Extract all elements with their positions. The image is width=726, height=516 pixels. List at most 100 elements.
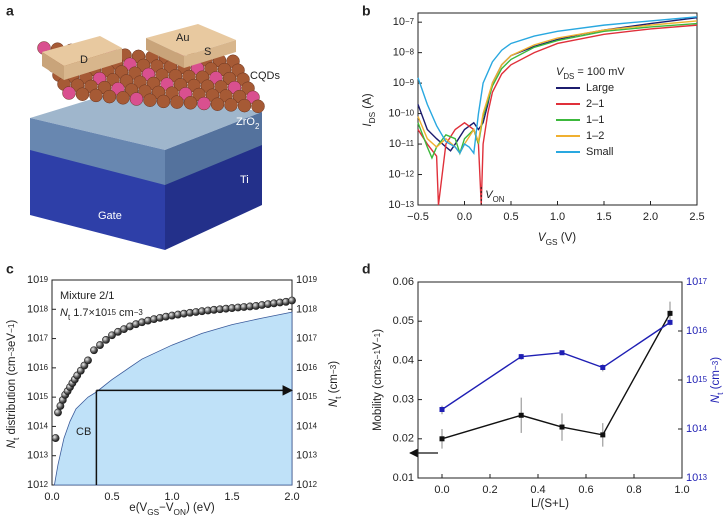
label-part: GS — [147, 508, 159, 516]
label-part: ZrO — [236, 116, 255, 128]
label-part: e(V — [129, 502, 147, 514]
tick-label: 1.0 — [164, 491, 179, 503]
label-part: 10 — [389, 138, 401, 150]
area-label: CB — [76, 426, 91, 438]
label-part: N — [6, 439, 18, 448]
tick-label: 10−8 — [393, 47, 415, 59]
label-part: 10 — [27, 332, 39, 344]
label-part: 15 — [107, 308, 116, 317]
marker — [439, 407, 445, 413]
quantum-dot — [197, 96, 211, 111]
label-part: t — [334, 396, 343, 399]
label-part: −3 — [711, 360, 720, 370]
label-part: (cm — [710, 370, 722, 392]
label-part: 16 — [698, 326, 707, 335]
label-part: 10 — [296, 303, 308, 315]
label-part: N — [60, 307, 68, 319]
label-part: distribution (cm — [6, 357, 18, 438]
label-part: 16 — [308, 363, 317, 372]
label-part: −3 — [134, 308, 144, 317]
label-part: 17 — [698, 277, 707, 286]
tick-label: 1019 — [296, 274, 318, 286]
label-part: ) — [6, 320, 18, 324]
tick-label: 0.0 — [44, 491, 59, 503]
marker — [667, 310, 673, 316]
tick-label: 0.4 — [530, 484, 545, 496]
label-part: eV — [6, 333, 18, 347]
tick-label: 1012 — [27, 479, 48, 491]
device-label: Ti — [240, 174, 249, 186]
tick-label: 10−13 — [388, 199, 414, 211]
tick-label: 1.0 — [674, 484, 689, 496]
tick-label: 10−10 — [388, 107, 414, 119]
point — [90, 346, 98, 355]
label-part: 14 — [39, 422, 48, 431]
tick-label: 0.04 — [393, 354, 414, 366]
label-part: 13 — [698, 473, 707, 482]
label-part: 10 — [686, 374, 698, 386]
label-part: 10 — [296, 274, 308, 286]
label-part: Mobility (cm — [372, 370, 384, 431]
label-part: 10 — [393, 77, 405, 89]
marker — [439, 436, 445, 442]
label-part: ON — [493, 195, 505, 204]
marker — [600, 364, 606, 370]
y-axis-label: Mobility (cm2s−1V−1) — [372, 329, 384, 431]
tick-label: 2.0 — [643, 211, 658, 223]
label-part: 17 — [308, 334, 317, 343]
tick-label: 10−11 — [389, 138, 415, 150]
device-label: D — [80, 54, 88, 66]
label-part: 13 — [39, 451, 48, 460]
label-part: −1 — [373, 332, 382, 342]
label-part: 10 — [296, 332, 308, 344]
tick-label: 1013 — [27, 450, 49, 462]
tick-label: 0.03 — [393, 394, 414, 406]
marker — [600, 432, 606, 438]
tick-label: 0.5 — [104, 491, 119, 503]
label-part: 12 — [39, 480, 48, 489]
quantum-dot — [170, 95, 184, 109]
quantum-dot — [62, 86, 76, 100]
x-axis-label: L/(S+L) — [531, 498, 569, 510]
label-part: (A) — [362, 93, 374, 112]
y2-axis-label: Nt (cm−3) — [328, 361, 343, 407]
label-part: −V — [159, 502, 174, 514]
label-part: t — [68, 313, 71, 322]
legend-label: Small — [586, 146, 614, 158]
annotation: Mixture 2/1 — [60, 290, 114, 302]
point — [51, 434, 60, 442]
label-part: −8 — [405, 48, 415, 57]
label-part: 10 — [27, 274, 39, 286]
label-part: 15 — [308, 392, 317, 401]
plot-frame — [417, 281, 683, 479]
quantum-dot — [116, 91, 130, 105]
electrode-front — [64, 48, 122, 80]
tick-label: 1015 — [27, 391, 49, 403]
label-part: −9 — [405, 78, 415, 87]
label-part: 10 — [27, 420, 39, 432]
label-part: V — [538, 232, 547, 244]
tick-label: 1017 — [686, 276, 707, 288]
point — [84, 356, 92, 365]
label-part: 10 — [27, 303, 39, 315]
label-part: −3 — [7, 347, 16, 357]
device-label: ZrO2 — [236, 116, 259, 131]
quantum-dot — [143, 93, 157, 107]
tick-label: 1017 — [296, 332, 317, 344]
tick-label: 1018 — [296, 303, 318, 315]
tick-label: 1015 — [686, 374, 708, 386]
label-part: = 100 mV — [574, 66, 625, 78]
tick-label: −0.5 — [407, 211, 429, 223]
tick-label: 1017 — [27, 332, 48, 344]
label-part: 16 — [39, 363, 48, 372]
label-part: 15 — [39, 392, 48, 401]
label-part: 14 — [698, 424, 707, 433]
quantum-dot — [251, 99, 265, 114]
series-line — [417, 24, 698, 206]
label-part: ) (eV) — [186, 502, 215, 514]
tick-label: 10−12 — [388, 168, 414, 180]
label-part: 18 — [39, 304, 48, 313]
label-part: −3 — [329, 364, 338, 374]
label-part: −1 — [7, 323, 16, 333]
tick-label: 1.5 — [596, 211, 611, 223]
